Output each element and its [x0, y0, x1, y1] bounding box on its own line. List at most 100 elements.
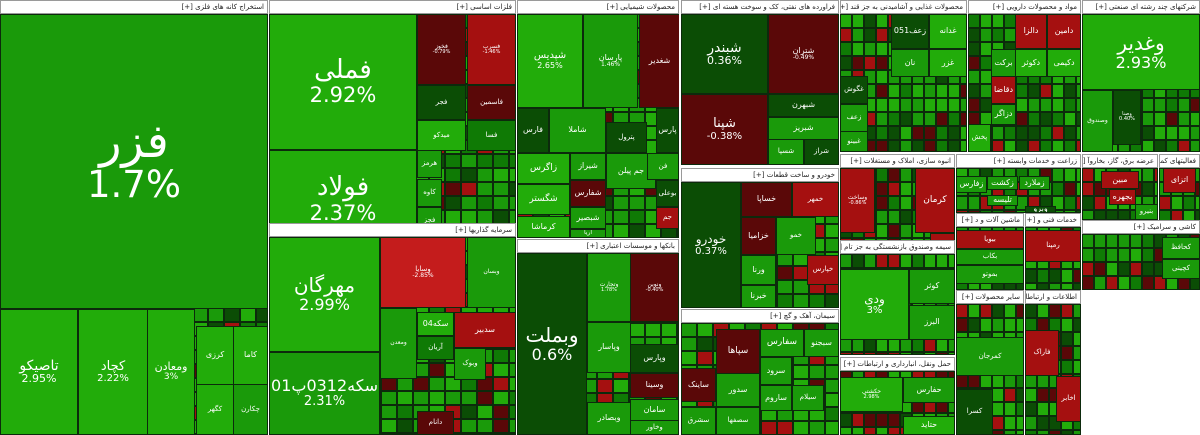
stock-tile[interactable]: شیراز [570, 153, 606, 180]
stock-tile[interactable]: مهرگان 2.99% [269, 237, 380, 352]
stock-tile[interactable]: شفارس [570, 180, 606, 207]
stock-tile[interactable]: زکشت [987, 176, 1018, 190]
stock-tile[interactable]: خمهر [792, 182, 839, 217]
sector-header[interactable]: مواد و محصولات دارویی [+] [968, 0, 1081, 14]
stock-tile[interactable]: جم [656, 207, 679, 229]
sector-header[interactable]: فراورده های نفتی، کک و سوخت هسته ای [+] [681, 0, 839, 14]
stock-tile[interactable]: کاوه [417, 179, 442, 207]
stock-tile[interactable]: ومعادن 3% [147, 309, 195, 435]
sector-header[interactable]: کاشی و سرامیک [+] [1082, 220, 1200, 234]
stock-tile[interactable]: بجهره [1109, 189, 1136, 205]
stock-tile[interactable]: فخوز -0.79% [417, 14, 466, 85]
stock-tile[interactable]: وصندوق [1082, 90, 1113, 152]
stock-tile[interactable]: شسپا [768, 139, 804, 165]
stock-tile[interactable]: وبرو [1025, 206, 1056, 213]
stock-tile[interactable]: کاما [233, 326, 268, 385]
sector-header[interactable]: فعالیتهای کمکی [+] [1159, 154, 1200, 168]
stock-tile[interactable]: فسرب -1.46% [467, 14, 516, 85]
stock-tile[interactable]: سفارس [760, 329, 804, 357]
stock-tile[interactable]: ومعدن [380, 308, 417, 379]
sector-header[interactable]: زراعت و خدمات وابسته [+] [956, 154, 1081, 168]
stock-tile[interactable]: فجر [417, 85, 466, 120]
stock-tile[interactable]: وبصادر [587, 402, 631, 435]
stock-tile[interactable]: شپدیس 2.65% [517, 14, 583, 108]
stock-tile[interactable]: دالزا [1015, 14, 1047, 49]
sector-header[interactable]: شرکتهای چند رشته ای صنعتی [+] [1082, 0, 1200, 14]
stock-tile[interactable]: غزر [929, 49, 967, 77]
stock-tile[interactable]: سرود [760, 357, 792, 385]
sector-header[interactable]: خدمات فنی و [+] [1025, 213, 1081, 227]
stock-tile[interactable]: خودرو 0.37% [681, 182, 741, 308]
sector-header[interactable]: اطلاعات و ارتباطات [+] [1025, 290, 1081, 304]
stock-tile[interactable]: اخابر [1056, 376, 1081, 422]
sector-header[interactable]: سیمان، آهک و گچ [+] [681, 309, 839, 323]
stock-tile[interactable]: وصنا 0.40% [1113, 90, 1141, 145]
stock-tile[interactable]: کحافظ [1162, 237, 1200, 259]
stock-tile[interactable]: برکت [991, 49, 1016, 77]
stock-tile[interactable]: پترول [606, 122, 647, 153]
stock-tile[interactable]: سپاها [716, 329, 760, 374]
stock-tile[interactable]: سبجنو [804, 329, 839, 357]
stock-tile[interactable]: وپارس [630, 344, 679, 373]
stock-tile[interactable]: وسینا [630, 373, 679, 398]
stock-tile[interactable]: سکه04 [417, 312, 454, 336]
stock-tile[interactable]: شبندر 0.36% [681, 14, 768, 94]
stock-tile[interactable]: بنیرو [1135, 204, 1158, 220]
stock-tile[interactable]: پارس [656, 108, 679, 153]
stock-tile[interactable]: ونوین -0.40% [630, 253, 679, 322]
stock-tile[interactable]: فسا [467, 120, 516, 151]
stock-tile[interactable]: خساپا [741, 182, 792, 217]
stock-tile[interactable]: البرز [909, 305, 955, 340]
stock-tile[interactable]: فاراک [1025, 330, 1059, 376]
sector-header[interactable]: محصولات غذایی و آشامیدنی به جز قند [+] [840, 0, 967, 14]
stock-tile[interactable]: هرمز [417, 150, 442, 178]
stock-tile[interactable]: وبسان [467, 237, 516, 308]
stock-tile[interactable]: سامان [630, 399, 679, 421]
stock-tile[interactable]: غدانه [929, 14, 967, 49]
stock-tile[interactable]: مبین [1101, 171, 1139, 189]
stock-tile[interactable]: کچینی [1162, 259, 1200, 279]
stock-tile[interactable]: سصفها [716, 407, 760, 435]
stock-tile[interactable]: سشرق [681, 407, 716, 435]
stock-tile[interactable]: کرماشا [517, 216, 570, 238]
stock-tile[interactable]: شراز [804, 139, 839, 165]
stock-tile[interactable]: ساینک [681, 368, 716, 402]
stock-tile[interactable]: ورنا [741, 255, 776, 285]
stock-tile[interactable]: حکشتی 2.98% [840, 377, 903, 412]
stock-tile[interactable]: زعف051 [891, 14, 929, 49]
stock-tile[interactable]: وبوک [454, 348, 486, 380]
stock-tile[interactable]: سیلام [792, 385, 824, 411]
stock-tile[interactable]: دزاگر [991, 104, 1016, 125]
stock-tile[interactable]: شاملا [549, 108, 606, 153]
stock-tile[interactable]: کمرجان [956, 337, 1024, 376]
sector-header[interactable]: ماشین آلات و د [+] [956, 213, 1024, 227]
stock-tile[interactable]: ودی 3% [840, 269, 909, 340]
stock-tile[interactable]: شبهرن [768, 94, 839, 117]
stock-tile[interactable]: ساروم [760, 385, 792, 411]
stock-tile[interactable]: زعف [840, 104, 868, 132]
stock-tile[interactable]: خپارس [807, 255, 839, 285]
stock-tile[interactable]: سدور [716, 373, 760, 407]
stock-tile[interactable]: غگوش [840, 76, 868, 104]
stock-tile[interactable]: شپنا -0.38% [681, 94, 768, 165]
stock-tile[interactable]: بکاب [956, 249, 1024, 265]
sector-header[interactable]: فلزات اساسی [+] [269, 0, 516, 14]
sector-header[interactable]: حمل ونقل، انبارداری و ارتباطات [+] [840, 357, 955, 371]
stock-tile[interactable]: کوثر [909, 269, 955, 304]
stock-tile[interactable]: آریان [417, 336, 454, 360]
stock-tile[interactable]: وخاور [630, 420, 679, 435]
sector-header[interactable]: بانکها و موسسات اعتباری [+] [517, 239, 679, 253]
sector-header[interactable]: استخراج کانه های فلزی [+] [0, 0, 268, 14]
stock-tile[interactable]: بیویا [956, 230, 1024, 249]
stock-tile[interactable]: دکوثر [1015, 49, 1047, 77]
stock-tile[interactable]: حفارس [903, 377, 955, 403]
stock-tile[interactable]: کسرا [956, 389, 993, 435]
stock-tile[interactable]: دانام [417, 411, 454, 435]
stock-tile[interactable]: رمپنا [1025, 230, 1081, 262]
stock-tile[interactable]: شبصیر [570, 207, 606, 229]
stock-tile[interactable]: دقاضا [991, 76, 1016, 104]
stock-tile[interactable]: چکارن [233, 384, 268, 435]
stock-tile[interactable]: شتران -0.49% [768, 14, 839, 94]
stock-tile[interactable]: فملی 2.92% [269, 14, 417, 150]
sector-header[interactable]: سایر محصولات [+] [956, 290, 1024, 304]
